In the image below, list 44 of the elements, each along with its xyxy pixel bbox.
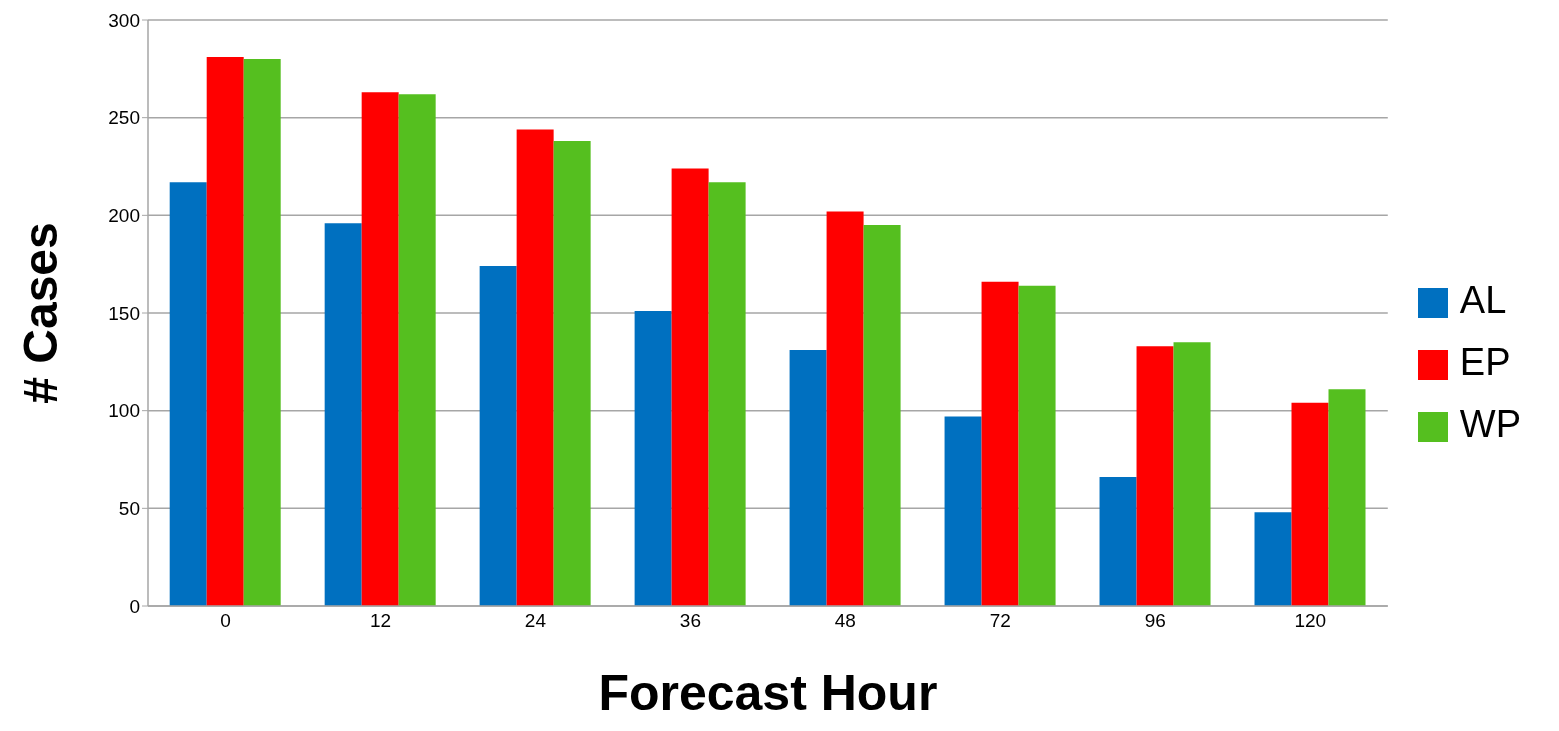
x-tick-label: 120 (1294, 610, 1327, 632)
bar (169, 182, 207, 606)
x-tick-label: 36 (679, 610, 701, 632)
legend-label: EP (1459, 341, 1511, 383)
bar (1099, 477, 1137, 606)
bar (1254, 512, 1292, 606)
bar (516, 129, 554, 606)
x-tick-label: 0 (220, 610, 231, 632)
y-tick-label: 300 (108, 9, 140, 31)
y-tick-label: 200 (108, 205, 140, 227)
x-tick-label: 96 (1144, 610, 1166, 632)
x-axis-title: Forecast Hour (598, 665, 938, 721)
x-tick-label: 48 (834, 610, 856, 632)
bar (1328, 389, 1366, 606)
x-tick-label: 72 (989, 610, 1011, 632)
bar (1136, 346, 1174, 606)
y-tick-label: 150 (108, 302, 140, 324)
bar (206, 57, 244, 606)
bar (981, 281, 1019, 606)
y-tick-label: 250 (108, 107, 140, 129)
bar (671, 168, 709, 606)
legend-label: WP (1459, 403, 1521, 445)
x-tick-label: 24 (524, 610, 547, 632)
y-tick-label: 50 (118, 498, 140, 520)
y-tick-label: 100 (108, 400, 140, 422)
bar (1173, 342, 1211, 606)
y-tick-label: 0 (129, 595, 140, 617)
bar (324, 223, 362, 606)
bar (944, 416, 982, 606)
y-axis-title: # Cases (14, 222, 68, 404)
bar (361, 92, 399, 606)
bar (1291, 402, 1329, 606)
bar (479, 266, 517, 606)
bar (1018, 285, 1056, 606)
bar (634, 311, 672, 606)
bar (708, 182, 746, 606)
bar (398, 94, 436, 606)
legend-label: AL (1459, 279, 1507, 321)
bar (789, 350, 827, 606)
x-tick-label: 12 (369, 610, 392, 632)
bar (553, 141, 591, 606)
bar (863, 225, 901, 606)
bar (243, 59, 281, 606)
bar (826, 211, 864, 606)
